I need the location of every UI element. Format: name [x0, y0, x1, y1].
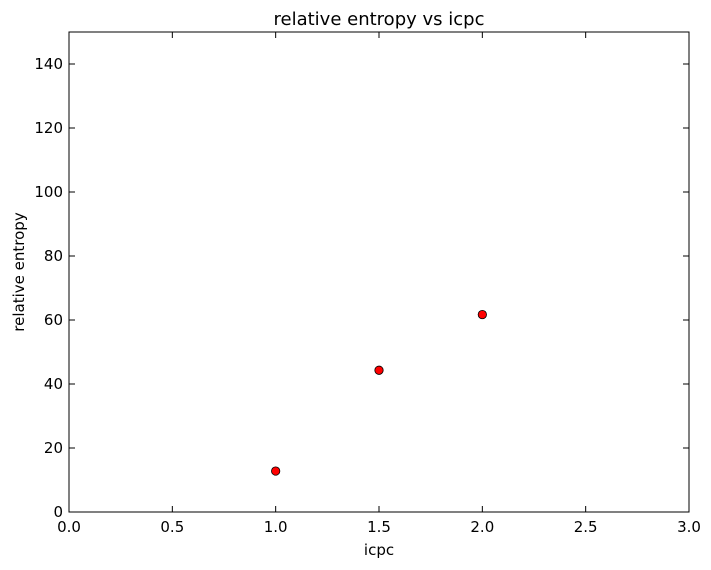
- x-tick-label: 0.0: [57, 518, 81, 536]
- data-points: [271, 309, 487, 476]
- y-tick-label: 80: [44, 247, 63, 265]
- y-tick-label: 60: [44, 311, 63, 329]
- x-tick-label: 1.0: [264, 518, 288, 536]
- data-point: [374, 365, 384, 375]
- x-tick-label: 0.5: [160, 518, 184, 536]
- chart-title: relative entropy vs icpc: [274, 9, 485, 30]
- y-tick-label: 0: [53, 503, 63, 521]
- y-axis: 0 20 40 60 80 100 120 140: [34, 55, 689, 521]
- plot-frame: [68, 31, 690, 513]
- x-tick-label: 2.5: [574, 518, 598, 536]
- y-tick-label: 140: [34, 55, 63, 73]
- y-axis-label: relative entropy: [10, 212, 28, 332]
- x-axis: 0.0 0.5 1.0 1.5 2.0 2.5 3.0: [57, 32, 701, 536]
- data-point: [477, 309, 487, 320]
- y-tick-label: 120: [34, 119, 63, 137]
- x-axis-label: icpc: [364, 541, 394, 559]
- x-tick-label: 3.0: [677, 518, 701, 536]
- plot-area: 0.0 0.5 1.0 1.5 2.0 2.5 3.0 0 20 40 60 80 100 120 140: [34, 31, 701, 536]
- y-tick-label: 40: [44, 375, 63, 393]
- y-tick-label: 100: [34, 183, 63, 201]
- x-tick-label: 2.0: [470, 518, 494, 536]
- y-tick-label: 20: [44, 439, 63, 457]
- x-tick-label: 1.5: [367, 518, 391, 536]
- data-point: [271, 466, 281, 476]
